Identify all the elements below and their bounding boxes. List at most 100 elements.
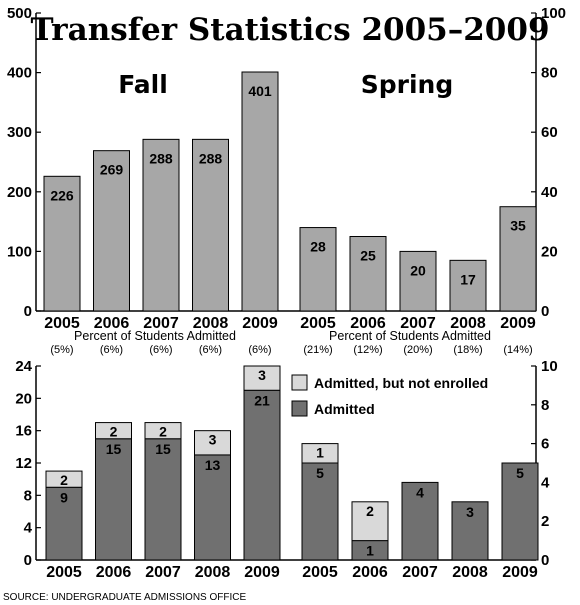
fall-transfers-percent-admitted: (5%) bbox=[50, 344, 73, 356]
spring-transfers-tick-label: 80 bbox=[541, 65, 558, 82]
fall-transfers-bar bbox=[142, 138, 180, 312]
spring-transfers-tick-label: 100 bbox=[541, 5, 566, 22]
spring-transfers-tick-label: 0 bbox=[541, 303, 549, 320]
fall-admitted-not-enrolled-bar bbox=[194, 430, 231, 456]
fall-transfers-percent-admitted: (6%) bbox=[100, 344, 123, 356]
fall-admitted-admitted-label: 21 bbox=[254, 392, 270, 408]
source-note: SOURCE: UNDERGRADUATE ADMISSIONS OFFICE bbox=[3, 592, 247, 603]
spring-admitted-not-enrolled-bar bbox=[301, 443, 339, 464]
spring-admitted-not-enrolled-bar bbox=[351, 501, 389, 542]
fall-admitted-admitted-label: 9 bbox=[60, 489, 68, 505]
fall-admitted-category-label: 2008 bbox=[195, 564, 231, 581]
fall-transfers-percent-admitted: (6%) bbox=[248, 344, 271, 356]
fall-transfers-category-label: 2006 bbox=[94, 315, 130, 332]
fall-transfers-tick-label: 500 bbox=[7, 5, 32, 22]
fall-admitted-admitted-bar bbox=[194, 454, 231, 561]
spring-admitted-tick-label: 10 bbox=[541, 358, 558, 375]
spring-admitted-admitted-bar bbox=[501, 462, 539, 561]
spring-admitted-category-label: 2009 bbox=[502, 564, 538, 581]
fall-admitted-not-enrolled-label: 2 bbox=[159, 424, 167, 440]
fall-transfers-category-label: 2007 bbox=[143, 315, 179, 332]
spring-transfers-percent-admitted: (14%) bbox=[503, 344, 532, 356]
fall-admitted-admitted-label: 15 bbox=[155, 441, 171, 457]
fall-admitted-tick-label: 24 bbox=[15, 358, 32, 375]
fall-admitted-not-enrolled-bar bbox=[144, 422, 182, 440]
spring-transfers-value-label: 25 bbox=[360, 248, 376, 264]
spring-transfers-value-label: 35 bbox=[510, 218, 526, 234]
fall-admitted-tick-label: 8 bbox=[24, 487, 32, 504]
fall-transfers-value-label: 401 bbox=[248, 83, 272, 99]
fall-transfers-bar bbox=[241, 71, 279, 312]
fall-transfers-percent-heading: Percent of Students Admitted bbox=[74, 329, 236, 343]
spring-admitted-tick-label: 8 bbox=[541, 397, 549, 414]
spring-transfers-percent-admitted: (21%) bbox=[303, 344, 332, 356]
fall-admitted-category-label: 2009 bbox=[244, 564, 280, 581]
fall-transfers-bar bbox=[93, 150, 130, 312]
fall-transfers-value-label: 288 bbox=[199, 150, 223, 166]
spring-transfers-category-label: 2008 bbox=[450, 315, 486, 332]
spring-transfers-percent-admitted: (12%) bbox=[353, 344, 382, 356]
legend-label-not-enrolled: Admitted, but not enrolled bbox=[314, 375, 488, 391]
spring-admitted-admitted-label: 3 bbox=[466, 504, 474, 520]
fall-admitted-admitted-bar bbox=[95, 438, 132, 561]
spring-admitted-admitted-label: 4 bbox=[416, 484, 424, 500]
fall-admitted-category-label: 2006 bbox=[96, 564, 132, 581]
spring-transfers-bar bbox=[299, 227, 337, 312]
spring-admitted-admitted-bar bbox=[301, 462, 339, 561]
fall-admitted-admitted-bar bbox=[144, 438, 182, 561]
spring-transfers-bar bbox=[499, 206, 537, 312]
fall-transfers-category-label: 2005 bbox=[44, 315, 80, 332]
fall-transfers-percent-admitted: (6%) bbox=[199, 344, 222, 356]
spring-admitted-not-enrolled-label: 1 bbox=[316, 445, 324, 461]
spring-admitted-category-label: 2005 bbox=[302, 564, 338, 581]
fall-admitted-category-label: 2005 bbox=[46, 564, 82, 581]
fall-transfers-tick-label: 0 bbox=[24, 303, 32, 320]
spring-admitted-tick-label: 6 bbox=[541, 436, 549, 453]
spring-transfers-value-label: 28 bbox=[310, 239, 326, 255]
fall-admitted-admitted-label: 15 bbox=[106, 441, 122, 457]
fall-transfers-percent-admitted: (6%) bbox=[149, 344, 172, 356]
fall-admitted-admitted-label: 13 bbox=[205, 457, 221, 473]
fall-admitted-not-enrolled-bar bbox=[95, 422, 132, 440]
fall-admitted-tick-label: 16 bbox=[15, 423, 32, 440]
spring-admitted-tick-label: 2 bbox=[541, 513, 549, 530]
spring-admitted-category-label: 2007 bbox=[402, 564, 438, 581]
fall-admitted-admitted-bar bbox=[243, 389, 281, 561]
fall-transfers-category-label: 2008 bbox=[193, 315, 229, 332]
spring-transfers-category-label: 2009 bbox=[500, 315, 536, 332]
fall-admitted-tick-label: 0 bbox=[24, 552, 32, 569]
spring-admitted-not-enrolled-label: 2 bbox=[366, 503, 374, 519]
legend-swatch-not-enrolled bbox=[291, 374, 308, 391]
spring-admitted-category-label: 2006 bbox=[352, 564, 388, 581]
spring-transfers-percent-admitted: (20%) bbox=[403, 344, 432, 356]
fall-admitted-not-enrolled-label: 2 bbox=[110, 424, 118, 440]
fall-transfers-panel: 0 100 200 300 400 500 226 2005 (5%) 269 2006 (6%) 28… bbox=[7, 5, 290, 356]
spring-transfers-bar bbox=[399, 250, 437, 312]
spring-admitted-admitted-bar bbox=[401, 481, 439, 561]
fall-transfers-value-label: 288 bbox=[149, 150, 173, 166]
spring-transfers-panel: 0 20 40 60 80 100 28 2005 (21%) 25 2006 (12%) 20 2007… bbox=[290, 5, 566, 356]
fall-transfers-tick-label: 400 bbox=[7, 65, 32, 82]
fall-transfers-value-label: 226 bbox=[50, 187, 74, 203]
spring-transfers-tick-label: 60 bbox=[541, 124, 558, 141]
spring-transfers-value-label: 20 bbox=[410, 262, 426, 278]
fall-transfers-category-label: 2009 bbox=[242, 315, 278, 332]
spring-transfers-category-label: 2006 bbox=[350, 315, 386, 332]
fall-admitted-not-enrolled-label: 3 bbox=[209, 432, 217, 448]
fall-transfers-tick-label: 200 bbox=[7, 184, 32, 201]
fall-admitted-tick-label: 20 bbox=[15, 390, 32, 407]
legend: Admitted, but not enrolled Admitted bbox=[291, 374, 488, 417]
spring-admitted-admitted-bar bbox=[451, 501, 489, 561]
fall-admitted-not-enrolled-bar bbox=[45, 470, 83, 488]
spring-label: Spring bbox=[361, 70, 454, 99]
fall-transfers-tick-label: 300 bbox=[7, 124, 32, 141]
spring-transfers-percent-admitted: (18%) bbox=[453, 344, 482, 356]
spring-transfers-tick-label: 40 bbox=[541, 184, 558, 201]
spring-admitted-admitted-label: 5 bbox=[316, 465, 324, 481]
spring-admitted-category-label: 2008 bbox=[452, 564, 488, 581]
spring-transfers-category-label: 2005 bbox=[300, 315, 336, 332]
spring-transfers-bar bbox=[449, 259, 487, 312]
fall-transfers-value-label: 269 bbox=[100, 162, 124, 178]
fall-admitted-tick-label: 12 bbox=[15, 455, 32, 472]
